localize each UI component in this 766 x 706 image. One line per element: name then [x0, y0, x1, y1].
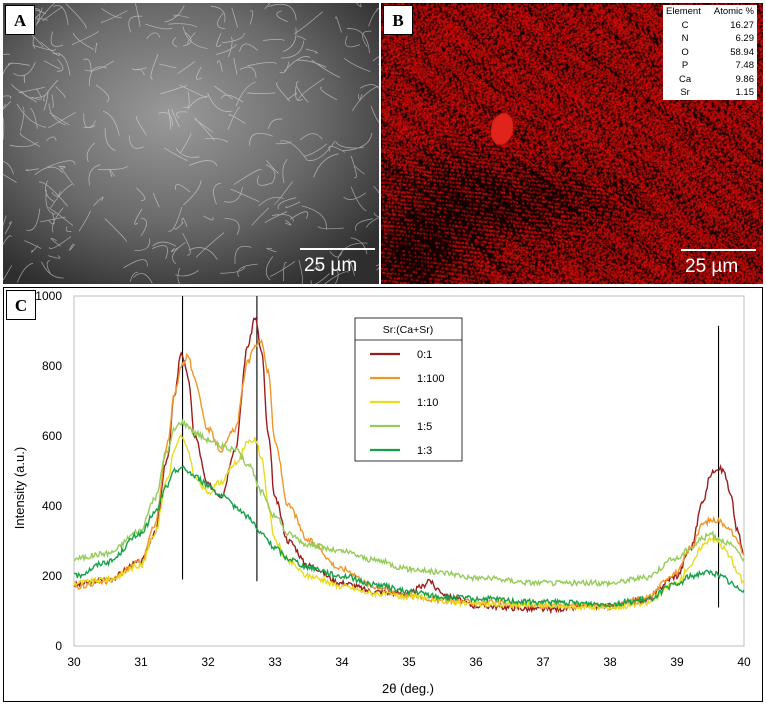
scale-bar-label: 25 µm: [304, 255, 358, 276]
sem-image: [3, 3, 379, 284]
element-cell: C: [681, 19, 689, 31]
x-tick-label: 31: [134, 655, 148, 669]
y-tick-label: 1000: [35, 289, 62, 303]
table-row: Ca 9.86: [663, 73, 757, 87]
x-tick-label: 35: [402, 655, 416, 669]
table-row: C 16.27: [663, 19, 757, 33]
table-header-element: Element: [666, 6, 701, 18]
y-tick-label: 200: [42, 569, 62, 583]
element-cell: P: [681, 60, 689, 72]
x-tick-label: 38: [603, 655, 617, 669]
series-line-4: [73, 418, 745, 589]
x-tick-label: 32: [201, 655, 215, 669]
legend-label: 1:5: [417, 421, 432, 433]
y-axis-label: Intensity (a.u.): [12, 447, 27, 529]
table-header-atomic: Atomic %: [713, 6, 754, 18]
value-cell: 9.86: [735, 73, 755, 85]
scale-bar-line: [681, 249, 756, 251]
value-cell: 16.27: [730, 19, 754, 31]
x-tick-label: 34: [335, 655, 349, 669]
table-row: O 58.94: [663, 46, 757, 60]
y-tick-label: 400: [42, 499, 62, 513]
value-cell: 6.29: [735, 33, 755, 45]
legend-label: 0:1: [417, 349, 432, 361]
panel-label-a: A: [5, 5, 35, 35]
x-tick-label: 40: [737, 655, 751, 669]
y-tick-label: 800: [42, 359, 62, 373]
panel-label-c: C: [6, 290, 36, 320]
legend-title: Sr:(Ca+Sr): [383, 324, 433, 336]
eds-map-panel: B Element Atomic % C 16.27 N 6.29 O 58.94 P…: [381, 3, 763, 284]
sem-fibers: [3, 3, 379, 284]
legend-label: 1:100: [417, 373, 445, 385]
x-tick-label: 33: [268, 655, 282, 669]
value-cell: 1.15: [735, 87, 755, 99]
series-line-5: [73, 465, 745, 608]
x-tick-label: 37: [536, 655, 550, 669]
table-row: Sr 1.15: [663, 86, 757, 100]
element-cell: N: [681, 33, 689, 45]
y-tick-label: 600: [42, 429, 62, 443]
legend-label: 1:10: [417, 397, 438, 409]
legend-box: [354, 317, 463, 462]
atomic-percent-table: Element Atomic % C 16.27 N 6.29 O 58.94 P 7.…: [663, 5, 757, 100]
plot-area-frame: [73, 295, 745, 647]
table-row: N 6.29: [663, 32, 757, 46]
y-tick-label: 0: [55, 639, 62, 653]
scale-bar-line: [300, 248, 375, 250]
xrd-chart: 30 31 32 33 34 35 36 37 38 39 40 0 200 400 600 800 1000…: [12, 289, 751, 696]
element-cell: O: [681, 46, 689, 58]
value-cell: 7.48: [735, 60, 755, 72]
element-cell: Ca: [678, 73, 692, 85]
panel-label-b: B: [383, 5, 413, 35]
x-tick-label: 39: [670, 655, 684, 669]
scale-bar-label: 25 µm: [685, 256, 739, 277]
value-cell: 58.94: [730, 46, 754, 58]
x-tick-label: 36: [469, 655, 483, 669]
table-row: P 7.48: [663, 59, 757, 73]
table-header-row: Element Atomic %: [663, 5, 757, 19]
xrd-chart-panel: C 30 31 32 33 34 35 36 37 38 39 40 0 200 400 600 800 10…: [3, 287, 763, 702]
element-cell: Sr: [680, 87, 690, 99]
chart-legend: Sr:(Ca+Sr) 0:1 1:100 1:10 1:5 1:3: [354, 317, 463, 462]
sem-image-panel: A 25 µm: [3, 3, 379, 284]
x-axis-label: 2θ (deg.): [382, 681, 434, 696]
x-tick-label: 30: [67, 655, 81, 669]
legend-label: 1:3: [417, 445, 432, 457]
